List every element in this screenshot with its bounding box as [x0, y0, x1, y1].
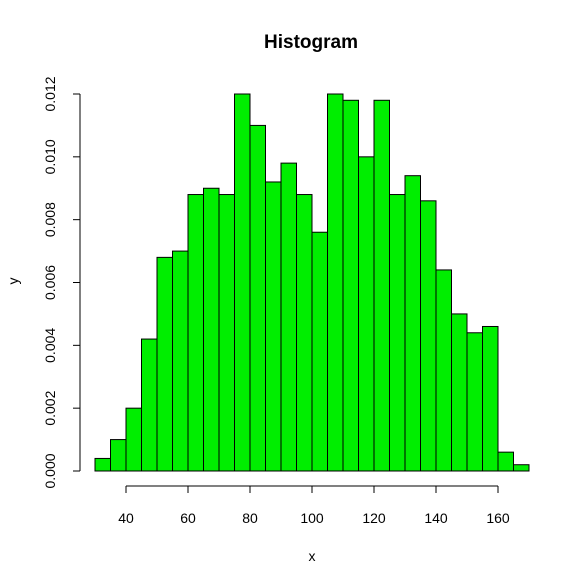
x-tick-label: 160: [486, 510, 510, 526]
y-tick-label: 0.012: [42, 76, 58, 111]
x-tick-label: 120: [362, 510, 386, 526]
histogram-bar: [141, 338, 158, 472]
chart-title: Histogram: [264, 32, 358, 53]
x-axis: 40 60 80 100 120 140 160: [118, 485, 510, 526]
y-tick-label: 0.008: [42, 202, 58, 237]
histogram-bar: [482, 325, 499, 472]
histogram-bar: [110, 439, 127, 472]
histogram-bar: [280, 162, 297, 472]
x-axis-label: x: [309, 548, 316, 564]
y-axis-label: y: [5, 278, 21, 285]
x-tick-label: 60: [180, 510, 196, 526]
histogram-bar: [451, 313, 468, 472]
x-tick-label: 80: [242, 510, 258, 526]
histogram-bar: [125, 407, 142, 472]
histogram-bar: [497, 451, 514, 472]
histogram-bar: [466, 332, 483, 472]
histogram-bar: [218, 194, 235, 472]
histogram-bar: [389, 194, 406, 472]
histogram-bar: [249, 124, 266, 472]
histogram-bar: [358, 156, 375, 472]
x-tick-label: 140: [424, 510, 448, 526]
histogram-bar: [203, 187, 220, 472]
histogram-bar: [327, 93, 344, 472]
histogram-bar: [172, 250, 189, 472]
y-tick-label: 0.010: [42, 139, 58, 174]
histogram-bar: [311, 231, 328, 472]
y-axis: 0.000 0.002 0.004 0.006 0.008 0.010 0.012: [42, 76, 81, 489]
histogram-bar: [404, 175, 421, 472]
histogram-bar: [265, 181, 282, 472]
y-tick-label: 0.000: [42, 453, 58, 488]
histogram-bar: [373, 99, 390, 472]
histogram-bar: [435, 269, 452, 472]
histogram-bar: [156, 256, 173, 472]
histogram-bar: [420, 200, 437, 472]
histogram-bar: [513, 464, 530, 472]
histogram-bar: [187, 194, 204, 472]
bars-group: [94, 93, 530, 472]
y-tick-label: 0.002: [42, 390, 58, 425]
x-tick-label: 40: [118, 510, 134, 526]
histogram-bar: [94, 457, 111, 472]
histogram-bar: [342, 99, 359, 472]
histogram-bar: [296, 194, 313, 472]
histogram-bar: [234, 93, 251, 472]
y-tick-label: 0.004: [42, 328, 58, 363]
y-tick-label: 0.006: [42, 265, 58, 300]
x-tick-label: 100: [300, 510, 324, 526]
